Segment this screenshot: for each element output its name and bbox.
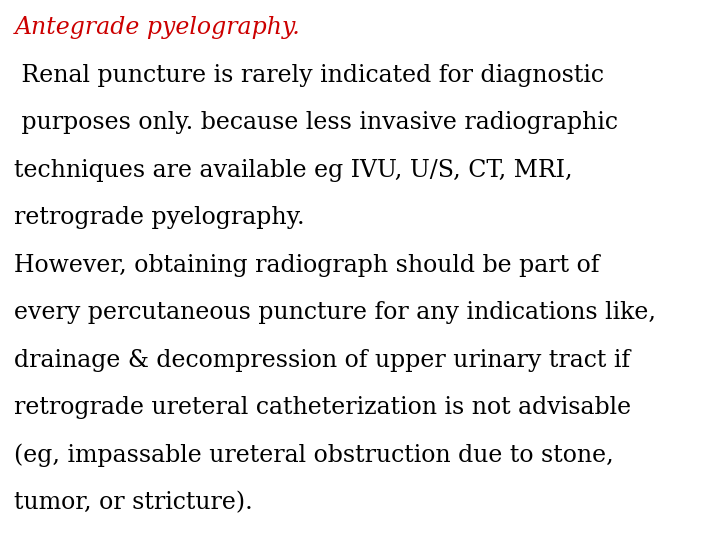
Text: tumor, or stricture).: tumor, or stricture). bbox=[14, 491, 253, 515]
Text: However, obtaining radiograph should be part of: However, obtaining radiograph should be … bbox=[14, 254, 600, 277]
Text: Antegrade pyelography.: Antegrade pyelography. bbox=[14, 16, 300, 39]
Text: techniques are available eg IVU, U/S, CT, MRI,: techniques are available eg IVU, U/S, CT… bbox=[14, 159, 573, 182]
Text: retrograde pyelography.: retrograde pyelography. bbox=[14, 206, 305, 230]
Text: retrograde ureteral catheterization is not advisable: retrograde ureteral catheterization is n… bbox=[14, 396, 631, 420]
Text: purposes only. because less invasive radiographic: purposes only. because less invasive rad… bbox=[14, 111, 618, 134]
Text: drainage & decompression of upper urinary tract if: drainage & decompression of upper urinar… bbox=[14, 349, 631, 372]
Text: every percutaneous puncture for any indications like,: every percutaneous puncture for any indi… bbox=[14, 301, 657, 325]
Text: (eg, impassable ureteral obstruction due to stone,: (eg, impassable ureteral obstruction due… bbox=[14, 444, 614, 468]
Text: Renal puncture is rarely indicated for diagnostic: Renal puncture is rarely indicated for d… bbox=[14, 64, 604, 87]
